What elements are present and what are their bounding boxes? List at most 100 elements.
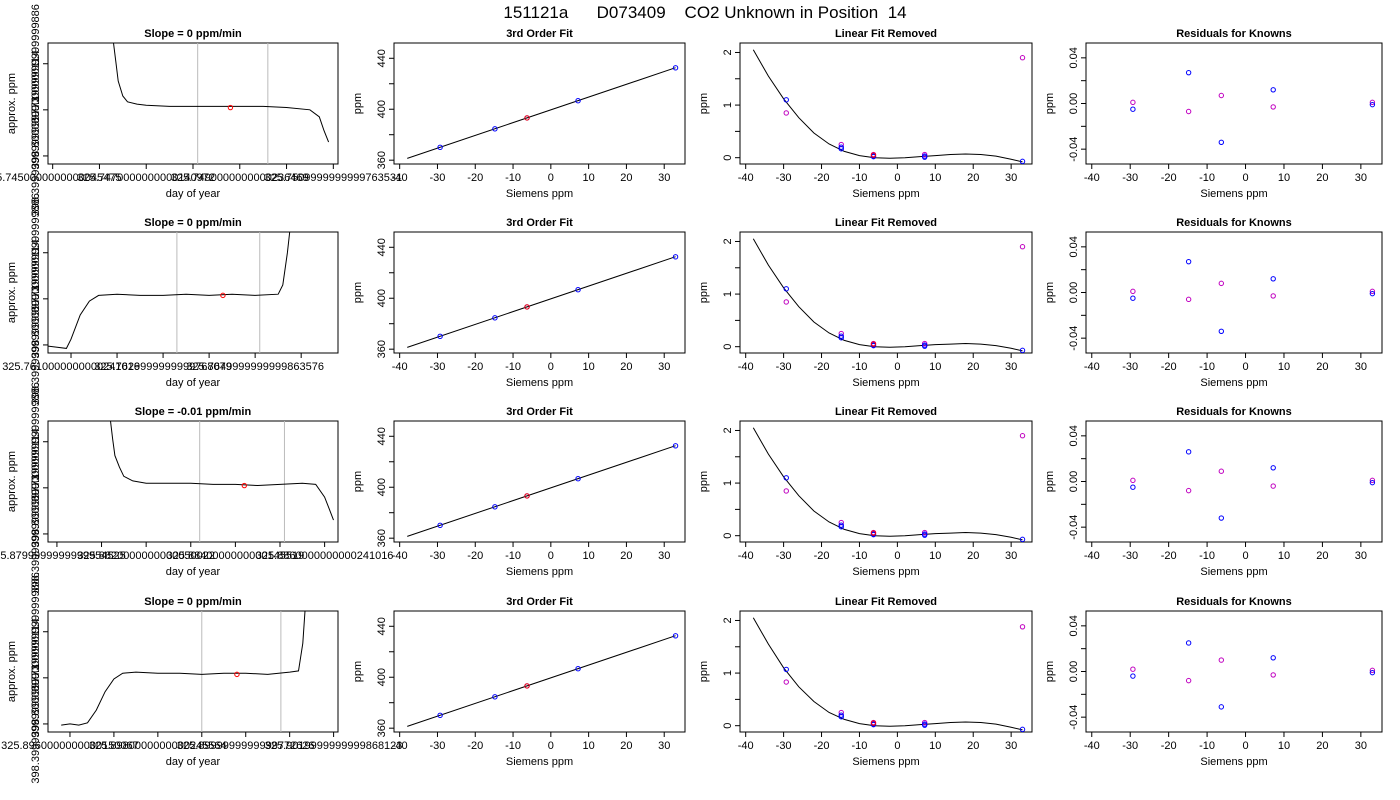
plot-frame [739, 42, 1033, 165]
red-point [524, 115, 530, 121]
y-tick-label: 399.1999999999999886 [30, 193, 42, 312]
y-tick-label: 2 [722, 617, 734, 623]
blue-point [921, 153, 928, 159]
x-tick-label: 30 [1355, 172, 1367, 184]
magenta-point [1369, 99, 1376, 106]
data-point [492, 694, 498, 700]
x-tick-label: -10 [852, 172, 868, 184]
y-tick-label: 0 [722, 723, 734, 729]
magenta-point [1130, 99, 1136, 106]
y-axis-label: ppm [1044, 471, 1056, 492]
plot-area [1130, 449, 1376, 521]
blue-point [838, 146, 844, 152]
y-tick-label: 360 [376, 529, 388, 547]
magenta-point [1270, 483, 1276, 489]
plot-area [48, 232, 291, 353]
data-point [437, 333, 443, 340]
panel-title: 3rd Order Fit [506, 217, 573, 229]
panel-title: 3rd Order Fit [506, 406, 573, 418]
x-axis-label: Siemens ppm [852, 756, 919, 768]
data-point [575, 286, 581, 293]
x-axis-label: Siemens ppm [1200, 377, 1267, 389]
x-tick-label: 10 [583, 361, 595, 373]
panel-r0_trace: Slope = 0 ppm/min 325.7450000000000045475… [0, 4, 402, 215]
magenta-point [783, 110, 789, 116]
blue-point [1130, 673, 1136, 679]
x-tick-label: -40 [738, 361, 754, 373]
x-tick-label: 325.7610000000000241016 [2, 361, 140, 373]
blue-point [1019, 347, 1026, 353]
data-point [437, 144, 443, 151]
y-tick-label: 440 [376, 427, 388, 445]
panel-title: Linear Fit Removed [835, 28, 937, 40]
x-axis-label: day of year [166, 188, 221, 200]
plot-frame [393, 42, 686, 165]
x-axis-label: Siemens ppm [852, 377, 919, 389]
y-tick-label: 1 [722, 480, 734, 486]
y-tick-label: -0.04 [1068, 515, 1080, 540]
x-tick-label: -10 [1199, 740, 1215, 752]
x-tick-label: -10 [1199, 550, 1215, 562]
y-tick-label: 440 [376, 49, 388, 67]
x-tick-label: -40 [392, 361, 408, 373]
y-tick-label: 0.04 [1068, 236, 1080, 257]
panel-title: 3rd Order Fit [506, 28, 573, 40]
blue-point [1369, 479, 1376, 486]
x-axis-label: day of year [166, 566, 221, 578]
blue-point [1369, 669, 1376, 676]
plot-frame [47, 420, 339, 543]
magenta-point [1185, 296, 1192, 303]
x-tick-label: 0 [548, 172, 554, 184]
x-tick-label: 30 [658, 361, 670, 373]
x-tick-label: 0 [548, 740, 554, 752]
x-tick-label: 0 [548, 361, 554, 373]
plot-area [1130, 69, 1376, 146]
plot-area [110, 421, 334, 542]
y-tick-label: 398.8000000000000114 [30, 429, 42, 547]
x-tick-label: 30 [1005, 172, 1017, 184]
y-tick-label: -0.04 [1068, 137, 1080, 162]
blue-point [1185, 258, 1192, 265]
blue-point [1218, 328, 1225, 335]
magenta-point [783, 679, 789, 685]
plot-area [752, 427, 1026, 542]
blue-point [1218, 515, 1225, 521]
magenta-point [1019, 624, 1026, 630]
panel-title: 3rd Order Fit [506, 596, 573, 608]
y-tick-label: 0 [722, 533, 734, 539]
red-point [524, 304, 530, 310]
plot-area [407, 65, 679, 159]
x-tick-label: 20 [1316, 550, 1328, 562]
x-tick-label: 30 [1355, 550, 1367, 562]
blue-point [1270, 655, 1276, 661]
blue-point [783, 666, 789, 673]
y-tick-label: 0.04 [1068, 615, 1080, 636]
x-tick-label: -20 [814, 550, 830, 562]
y-tick-label: 0 [722, 344, 734, 350]
y-axis-label: ppm [352, 661, 364, 682]
y-tick-label: 440 [376, 617, 388, 635]
blue-point [870, 153, 877, 160]
red-point [870, 720, 877, 726]
blue-point [838, 712, 844, 718]
y-axis-label: ppm [1044, 282, 1056, 303]
blue-point [1185, 69, 1192, 76]
plot-frame [739, 420, 1033, 543]
x-tick-label: -30 [1122, 550, 1138, 562]
panel-r1_fit: 3rd Order Fit -40 -30 -20 -10 0 10 20 30 360 400 44… [352, 217, 686, 389]
y-tick-label: 398.3999999999999773 [30, 474, 42, 593]
x-tick-label: -30 [776, 172, 792, 184]
fit-curve [752, 427, 1023, 541]
x-tick-label: -10 [852, 740, 868, 752]
magenta-point [1218, 657, 1225, 663]
x-tick-label: 30 [1005, 550, 1017, 562]
x-tick-label: -20 [1161, 361, 1177, 373]
x-tick-label: 30 [658, 740, 670, 752]
red-point [870, 152, 877, 158]
blue-point [838, 524, 844, 530]
panel-title: Residuals for Knowns [1176, 596, 1292, 608]
y-tick-label: 440 [376, 238, 388, 256]
blue-point [921, 721, 928, 727]
trace-line [48, 232, 291, 349]
magenta-point [1185, 487, 1192, 494]
